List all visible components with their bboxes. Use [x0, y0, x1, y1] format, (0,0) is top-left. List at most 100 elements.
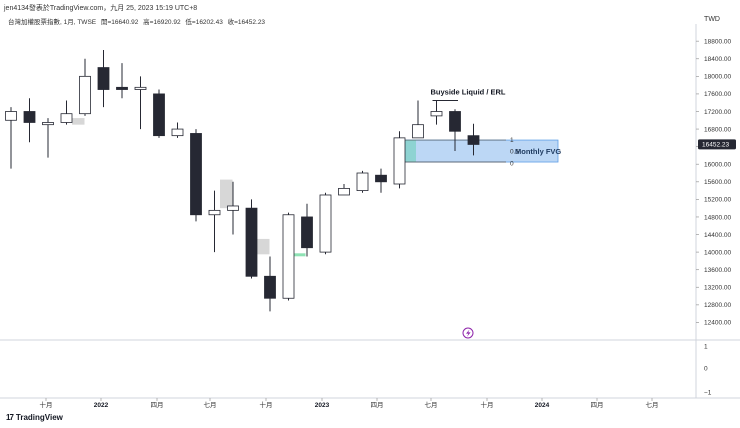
- candle: [171, 122, 184, 138]
- candle: [42, 118, 54, 158]
- last-price-tag: [698, 139, 736, 150]
- candle-body: [282, 214, 295, 299]
- candle-body: [412, 124, 424, 139]
- lower-pane-tick-label: −1: [704, 389, 712, 396]
- candle: [5, 107, 17, 169]
- price-tick-label: 17600.00: [704, 91, 731, 98]
- price-tick-label: 17200.00: [704, 109, 731, 116]
- candle: [264, 256, 276, 312]
- green-gap-mark: [294, 253, 306, 257]
- candle: [301, 203, 313, 257]
- time-tick-label: 十月: [260, 400, 273, 409]
- fvg-fib-label: 0: [510, 161, 514, 168]
- candle-body: [190, 133, 202, 216]
- price-tick-label: 16800.00: [704, 126, 731, 133]
- ohlc-high: 高=16920.92: [143, 19, 181, 26]
- candle-body: [60, 113, 73, 123]
- price-tick-label: 14400.00: [704, 232, 731, 239]
- price-tick-label: 15600.00: [704, 179, 731, 186]
- lower-pane-tick-label: 1: [704, 343, 708, 350]
- candle: [356, 170, 369, 193]
- candle: [245, 199, 258, 279]
- time-tick-label: 四月: [371, 401, 384, 409]
- brand-name: TradingView: [15, 413, 63, 422]
- candle-body: [338, 187, 350, 196]
- candle: [134, 76, 147, 130]
- candle: [208, 190, 221, 253]
- candle-body: [97, 67, 110, 90]
- candle: [338, 184, 350, 196]
- time-tick-label: 2023: [315, 402, 330, 409]
- time-tick-label: 七月: [204, 400, 217, 409]
- price-tick-label: 16000.00: [704, 162, 731, 169]
- price-tick-label: 12800.00: [704, 302, 731, 309]
- candles: [5, 49, 480, 312]
- price-tick-label: 12400.00: [704, 320, 731, 327]
- candle-body: [116, 86, 128, 90]
- time-tick-label: 2022: [94, 402, 109, 409]
- last-price-label: 16452.23: [702, 142, 729, 149]
- gray-highlight-box: [72, 118, 85, 125]
- time-tick-label: 七月: [425, 400, 438, 409]
- candle-body: [171, 128, 184, 137]
- gray-highlight-box: [220, 179, 233, 209]
- ohlc-open: 開=16640.92: [100, 19, 139, 26]
- candle: [449, 109, 461, 152]
- candle-body: [430, 111, 443, 117]
- candle: [23, 98, 36, 143]
- candle-body: [467, 135, 480, 145]
- currency-label: TWD: [704, 16, 720, 23]
- candle: [393, 131, 406, 189]
- time-axis[interactable]: 十月 2022 四月 七月 十月 2023 四月 七月 十月 2024 四月 七月: [40, 398, 659, 409]
- candle-body: [227, 205, 239, 211]
- time-tick-label: 2024: [535, 402, 550, 409]
- candle: [227, 181, 239, 235]
- fvg-fib-label: 0.5: [510, 148, 519, 155]
- candle-body: [134, 86, 147, 90]
- candle: [153, 89, 165, 138]
- candle-body: [5, 111, 17, 121]
- fvg-fib-label: 1: [510, 137, 514, 144]
- candle: [412, 100, 424, 139]
- candle-body: [319, 194, 332, 253]
- price-tick-label: 18000.00: [704, 74, 731, 81]
- fvg-accent-bar: [405, 140, 416, 163]
- tradingview-brand: 17 TradingView: [6, 413, 63, 422]
- symbol-info: 台灣加權股票指數, 1月, TWSE 開=16640.92 高=16920.92…: [8, 16, 268, 26]
- price-tick-label: 14000.00: [704, 249, 731, 256]
- fvg-label: Monthly FVG: [515, 147, 561, 156]
- gray-highlight-box: [257, 238, 270, 255]
- price-tick-label: 15200.00: [704, 197, 731, 204]
- candle: [375, 168, 387, 193]
- candle-body: [23, 111, 36, 123]
- candle: [430, 100, 443, 125]
- candle-body: [245, 207, 258, 277]
- buyside-label: Buyside Liquid / ERL: [430, 88, 505, 97]
- candle: [319, 192, 332, 255]
- time-tick-label: 四月: [151, 401, 164, 409]
- candle: [467, 123, 480, 156]
- time-tick-label: 十月: [40, 400, 53, 409]
- ohlc-close: 收=16452.23: [227, 19, 266, 26]
- symbol-name: 台灣加權股票指數, 1月, TWSE: [8, 19, 97, 26]
- flash-icon-bolt: [466, 329, 471, 337]
- chart-frame: [0, 24, 740, 399]
- time-tick-label: 七月: [646, 400, 659, 409]
- candle-body: [42, 122, 54, 126]
- price-tick-label: 13200.00: [704, 285, 731, 292]
- ohlc-low: 低=16202.43: [185, 19, 223, 26]
- candle: [190, 129, 202, 222]
- candle: [79, 58, 91, 116]
- price-tick-label: 18400.00: [704, 56, 731, 63]
- flash-icon: [462, 327, 474, 339]
- chart-title-line: jen4134發表於TradingView.com，九月 25, 2023 15…: [4, 5, 198, 12]
- candle-body: [208, 209, 221, 216]
- lower-pane-tick-label: 0: [704, 365, 708, 372]
- price-axis[interactable]: 12400.00 12800.00 13200.00 13600.00 14000.00…: [696, 38, 736, 396]
- candle-body: [449, 111, 461, 132]
- candle: [97, 49, 110, 108]
- candle: [282, 212, 295, 301]
- candle-body: [79, 75, 91, 115]
